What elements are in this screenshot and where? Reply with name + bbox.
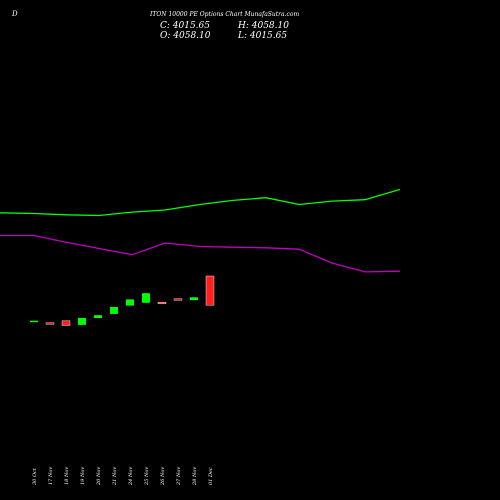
low-value: L: 4015.65	[237, 31, 287, 41]
x-axis-ticks: 30 Oct 17 Nov 18 Nov 19 Nov 20 Nov 21 Nov 24 N…	[32, 467, 214, 486]
x-tick-label: 17 Nov	[48, 467, 54, 485]
candle	[205, 275, 215, 306]
x-tick-label: 27 Nov	[176, 467, 182, 486]
indicator-lines	[0, 188, 401, 273]
header-left-letter: D	[11, 10, 18, 18]
candle-body	[94, 315, 102, 318]
x-tick-label: 19 Nov	[80, 467, 86, 485]
candle	[173, 298, 183, 301]
candle-body	[30, 320, 38, 323]
candle	[94, 315, 102, 318]
high-value: H: 4058.10	[237, 21, 289, 31]
x-tick-label: 30 Oct	[32, 467, 38, 485]
x-tick-label: 01 Dec	[208, 467, 214, 485]
candle	[45, 322, 55, 325]
candle-body	[61, 320, 71, 326]
x-tick-label: 20 Nov	[96, 467, 102, 486]
close-value: C: 4015.65	[160, 21, 210, 31]
candle	[157, 302, 167, 304]
candle	[142, 293, 150, 303]
candle-body	[173, 298, 183, 301]
candles	[30, 275, 215, 326]
candle-body	[157, 302, 167, 304]
x-tick-label: 18 Nov	[64, 467, 70, 485]
candle-body	[142, 293, 150, 303]
candle	[30, 320, 38, 323]
candle	[126, 299, 134, 306]
candle	[78, 318, 86, 325]
candle	[190, 297, 198, 301]
candle-body	[110, 307, 118, 314]
open-value: O: 4058.10	[160, 31, 211, 41]
candle-body	[205, 275, 215, 306]
upper-line	[0, 188, 401, 217]
x-tick-label: 24 Nov	[128, 467, 134, 486]
candle-body	[126, 299, 134, 306]
candle-body	[190, 297, 198, 301]
x-tick-label: 25 Nov	[144, 467, 150, 486]
lower-line	[0, 234, 401, 273]
x-tick-label: 26 Nov	[160, 467, 166, 486]
chart-title: ITON 10000 PE Options Chart MunafaSutra.…	[149, 11, 299, 18]
candle-body	[78, 318, 86, 325]
x-tick-label: 28 Nov	[192, 467, 198, 486]
candle	[110, 307, 118, 314]
candle	[61, 320, 71, 326]
candle-body	[45, 322, 55, 325]
x-tick-label: 21 Nov	[112, 467, 118, 486]
